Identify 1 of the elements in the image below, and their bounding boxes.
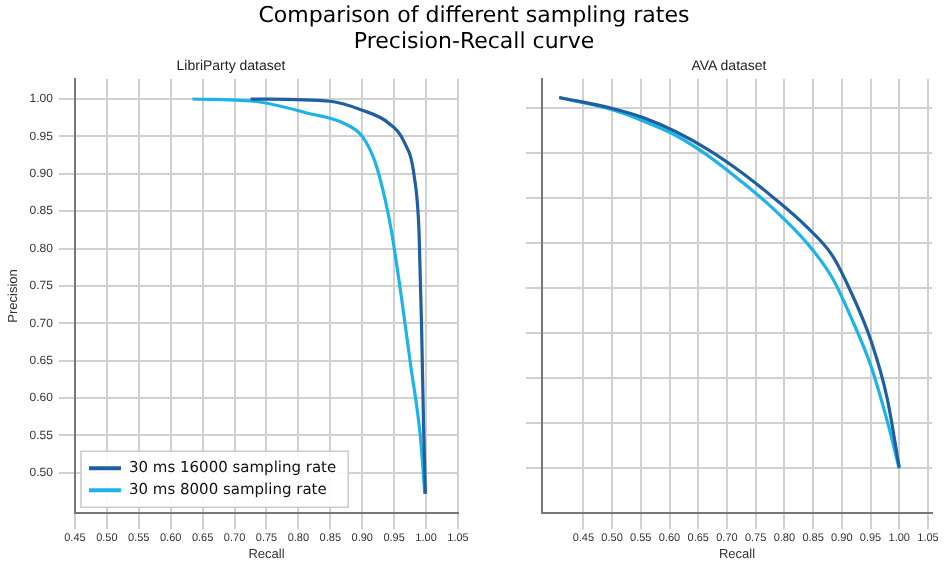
text: Comparison of different sampling rates Precision-Recall curve: [256, 0, 692, 58]
